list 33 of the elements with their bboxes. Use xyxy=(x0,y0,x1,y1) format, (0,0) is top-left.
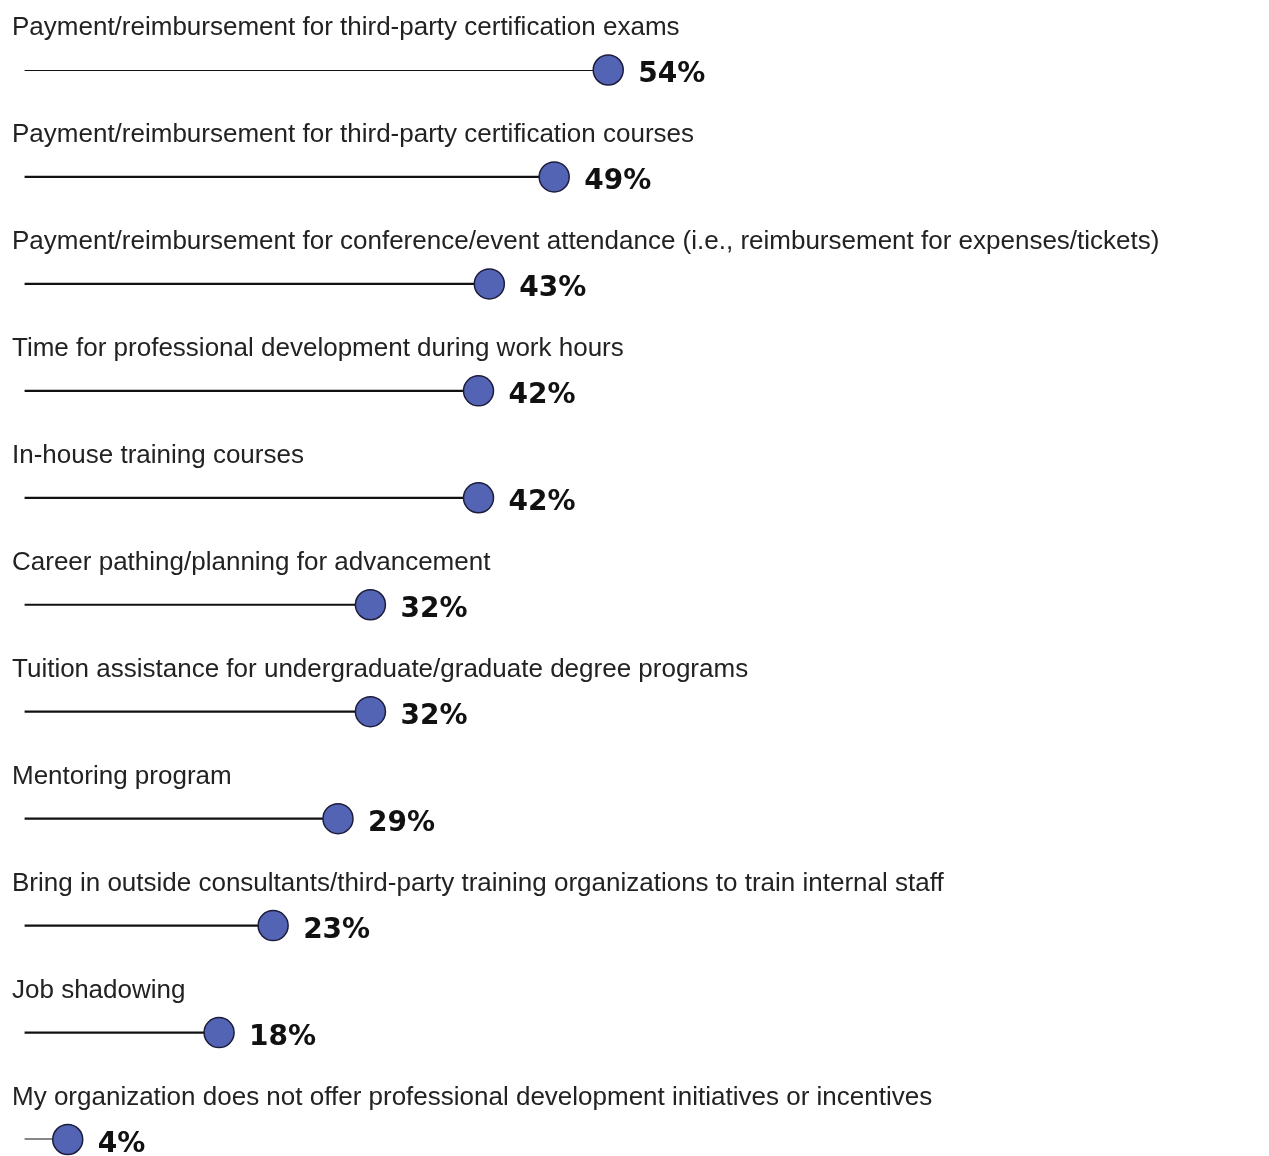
data-label: 32% xyxy=(400,697,468,731)
data-label: 43% xyxy=(519,269,587,303)
y-tick-label: Payment/reimbursement for third-party certification courses xyxy=(12,117,695,148)
data-label: 32% xyxy=(400,590,468,624)
point xyxy=(322,802,354,835)
point xyxy=(51,1123,84,1156)
point xyxy=(473,268,506,300)
data-label: 54% xyxy=(638,56,706,89)
point xyxy=(203,1016,235,1049)
point xyxy=(538,161,570,193)
y-tick-label: My organization does not offer professional development initiatives or incentives xyxy=(12,1080,933,1111)
y-tick-label: Career pathing/planning for advancement xyxy=(12,545,492,576)
data-label: 4% xyxy=(97,1125,146,1156)
data-label: 42% xyxy=(508,376,576,410)
point xyxy=(462,482,495,514)
data-label: 42% xyxy=(508,483,576,517)
point xyxy=(354,589,387,621)
y-tick-label: Payment/reimbursement for conference/event attendance (i.e., reimbursement for expenses/tickets) xyxy=(12,224,1160,255)
y-tick-label: Mentoring program xyxy=(12,759,232,790)
y-tick-label: In-house training courses xyxy=(12,438,304,469)
y-tick-label: Bring in outside consultants/third-party training organizations to train internal staff xyxy=(12,866,945,897)
data-label: 18% xyxy=(249,1018,317,1052)
y-tick-label: Tuition assistance for undergraduate/graduate degree programs xyxy=(12,652,749,683)
point xyxy=(354,695,387,728)
y-tick-label: Time for professional development during work hours xyxy=(12,331,624,362)
point xyxy=(462,375,495,407)
data-label: 29% xyxy=(367,804,436,838)
y-tick-label: Job shadowing xyxy=(12,973,186,1004)
data-label: 23% xyxy=(303,911,371,945)
point xyxy=(257,909,289,942)
point xyxy=(592,54,624,86)
y-tick-label: Payment/reimbursement for third-party certification exams xyxy=(12,11,680,41)
data-label: 49% xyxy=(584,162,652,196)
